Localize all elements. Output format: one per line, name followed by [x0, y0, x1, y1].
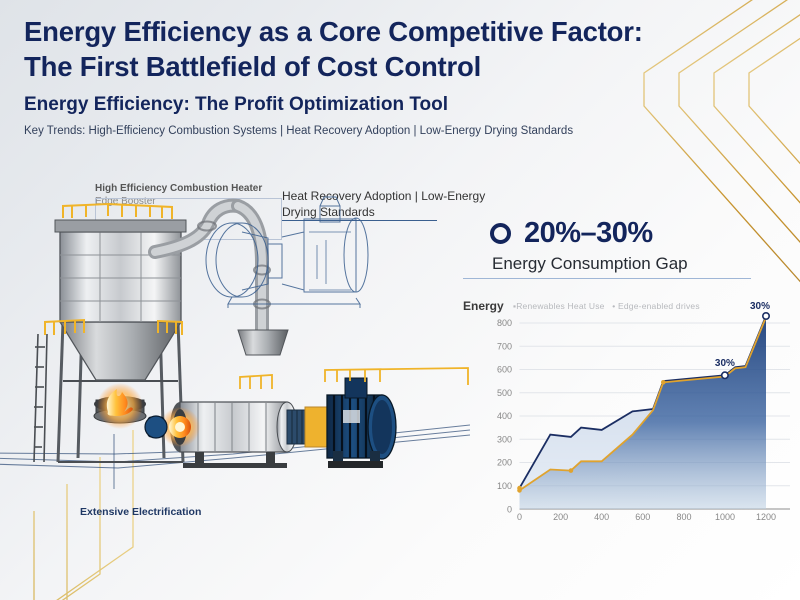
svg-text:200: 200	[553, 512, 568, 522]
svg-text:500: 500	[497, 388, 512, 398]
svg-text:400: 400	[594, 512, 609, 522]
svg-text:1000: 1000	[715, 512, 735, 522]
svg-text:300: 300	[497, 435, 512, 445]
svg-text:100: 100	[497, 481, 512, 491]
svg-text:200: 200	[497, 458, 512, 468]
svg-text:700: 700	[497, 342, 512, 352]
svg-text:800: 800	[497, 318, 512, 328]
svg-text:1200: 1200	[756, 512, 776, 522]
svg-text:30%: 30%	[715, 358, 735, 369]
svg-text:30%: 30%	[750, 301, 770, 312]
svg-text:600: 600	[497, 365, 512, 375]
svg-text:800: 800	[676, 512, 691, 522]
svg-text:600: 600	[635, 512, 650, 522]
svg-text:0: 0	[517, 512, 522, 522]
svg-text:400: 400	[497, 411, 512, 421]
svg-text:0: 0	[507, 505, 512, 515]
